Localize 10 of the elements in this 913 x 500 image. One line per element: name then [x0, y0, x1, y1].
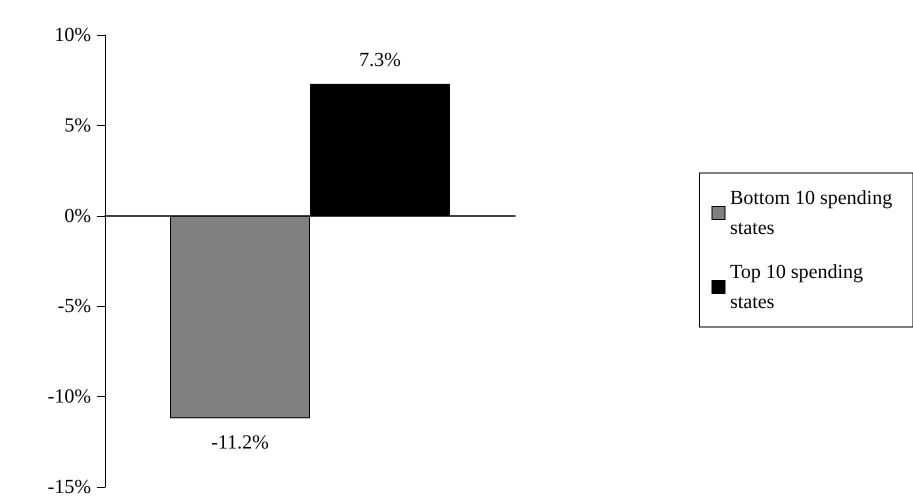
y-tick-label: -15%	[48, 476, 91, 498]
y-tick-label: 10%	[54, 24, 91, 46]
y-tick-label: 5%	[64, 114, 91, 136]
y-tick-label: 0%	[64, 204, 91, 227]
legend-label: Top 10 spending states	[730, 261, 868, 313]
data-label: 7.3%	[359, 48, 401, 71]
legend-label: Bottom 10 spending states	[730, 187, 898, 239]
data-label: -11.2%	[211, 431, 269, 454]
y-tick-label: -10%	[48, 386, 91, 408]
y-tick-label: -5%	[58, 295, 91, 318]
